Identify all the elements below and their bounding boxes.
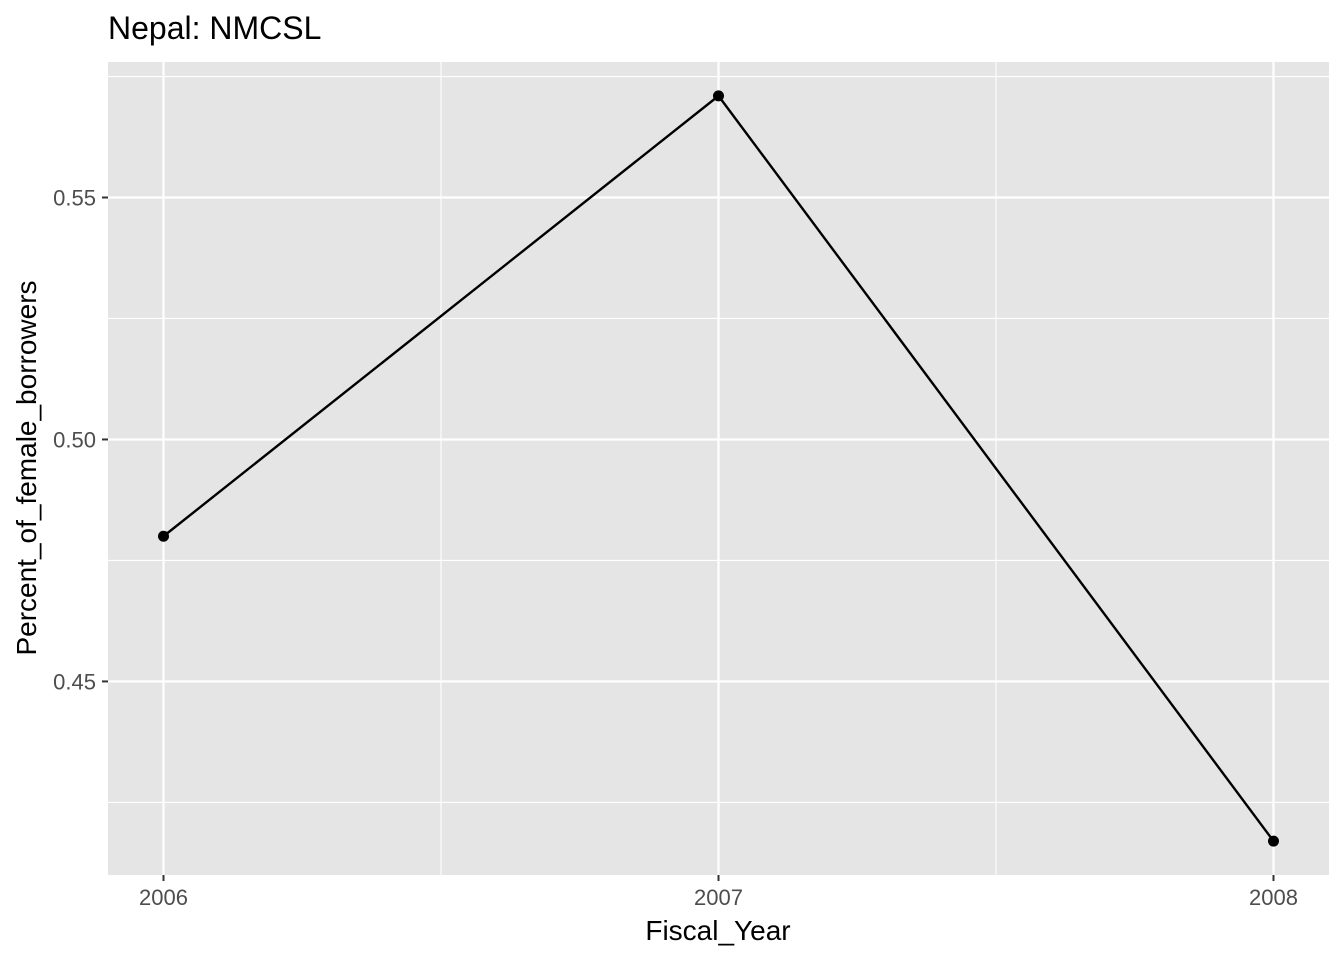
data-point (1268, 835, 1279, 847)
data-point (158, 530, 169, 542)
y-axis-title: Percent_of_female_borrowers (11, 280, 42, 655)
x-tick-label: 2008 (1249, 885, 1298, 910)
axis-ticks: 2006 2007 2008 0.45 0.50 0.55 (53, 186, 1298, 911)
data-point (713, 90, 724, 102)
x-tick-label: 2006 (139, 885, 188, 910)
series-layer (158, 90, 1279, 847)
y-tick-label: 0.45 (53, 669, 96, 694)
x-tick-label: 2007 (694, 885, 743, 910)
major-gridlines (108, 62, 1329, 875)
y-tick-label: 0.55 (53, 186, 96, 211)
chart-title: Nepal: NMCSL (108, 10, 321, 46)
y-tick-label: 0.50 (53, 427, 96, 452)
x-axis-title: Fiscal_Year (645, 915, 790, 946)
